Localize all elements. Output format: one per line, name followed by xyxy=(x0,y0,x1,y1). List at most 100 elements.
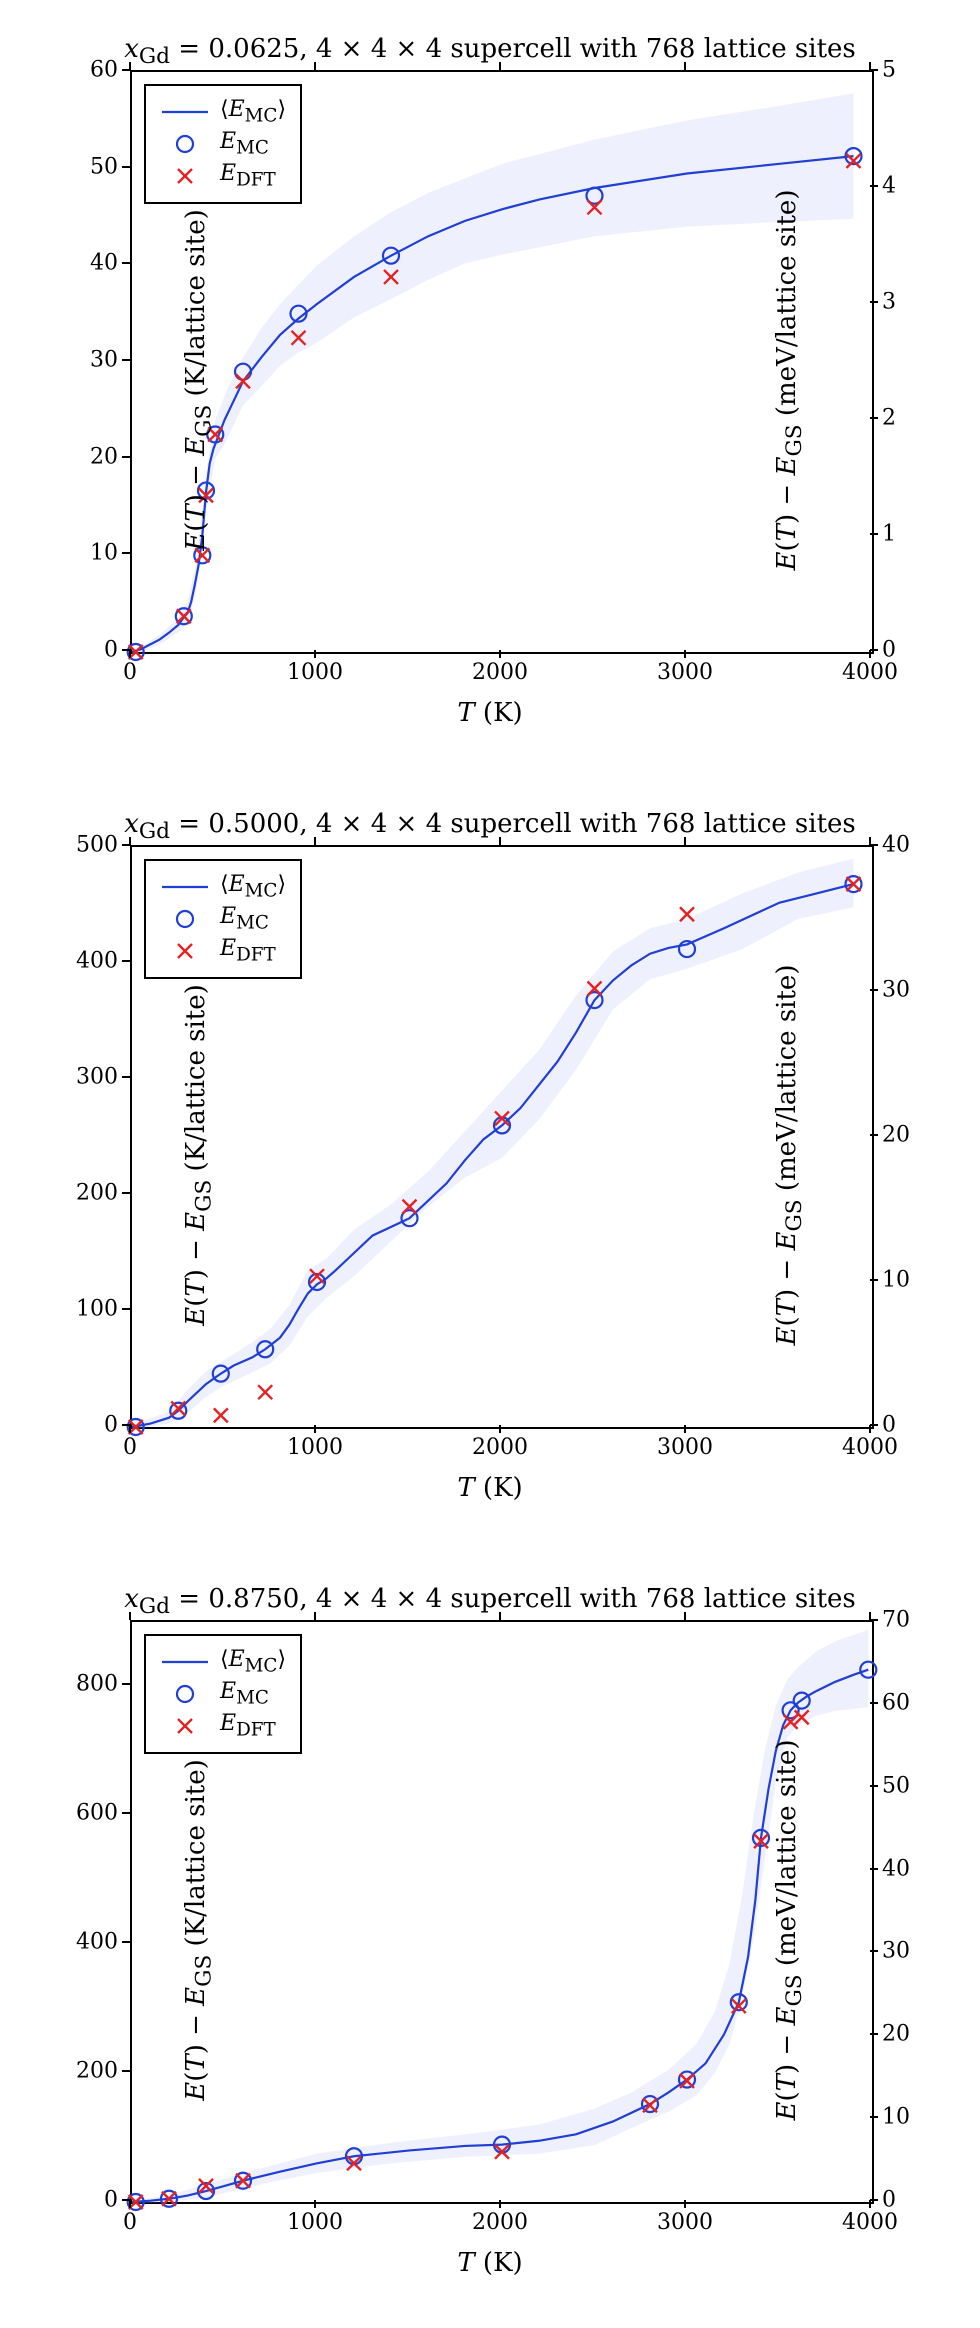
x-axis-label: T (K) xyxy=(10,2248,970,2278)
x-tick-mark xyxy=(314,837,316,845)
x-axis-label: T (K) xyxy=(10,698,970,728)
y2-tick-mark xyxy=(870,989,878,991)
y-tick-label: 100 xyxy=(76,1297,118,1322)
x-tick-mark xyxy=(684,62,686,70)
y-tick-mark xyxy=(122,262,130,264)
y2-tick-label: 2 xyxy=(882,406,896,431)
y-tick-mark xyxy=(122,1192,130,1194)
chart-title: xGd = 0.8750, 4 × 4 × 4 supercell with 7… xyxy=(10,1584,970,1619)
y-tick-label: 400 xyxy=(76,1930,118,1955)
y2-tick-mark xyxy=(870,301,878,303)
y-axis-label-right: E(T) − EGS (meV/lattice site) xyxy=(772,965,807,1346)
y-tick-label: 0 xyxy=(104,1413,118,1438)
x-tick-mark xyxy=(684,1612,686,1620)
x-tick-mark xyxy=(869,2200,871,2208)
legend-label: EMC xyxy=(220,904,269,933)
legend: ⟨EMC⟩ EMC EDFT xyxy=(144,84,302,204)
y2-tick-label: 50 xyxy=(882,1773,910,1798)
y-axis-label-left: E(T) − EGS (K/lattice site) xyxy=(181,209,216,551)
y2-tick-mark xyxy=(870,844,878,846)
y-axis-label-right: E(T) − EGS (meV/lattice site) xyxy=(772,1740,807,2121)
y2-tick-mark xyxy=(870,1424,878,1426)
x-tick-mark xyxy=(314,1425,316,1433)
legend-item-dft: EDFT xyxy=(160,160,286,192)
x-tick-mark xyxy=(499,1425,501,1433)
y-tick-label: 20 xyxy=(90,444,118,469)
y2-tick-mark xyxy=(870,185,878,187)
y-tick-mark xyxy=(122,649,130,651)
y2-tick-label: 40 xyxy=(882,833,910,858)
x-tick-mark xyxy=(499,837,501,845)
y-axis-label-left: E(T) − EGS (K/lattice site) xyxy=(181,1759,216,2101)
legend-item-mean: ⟨EMC⟩ xyxy=(160,96,286,128)
x-axis-label: T (K) xyxy=(10,1473,970,1503)
x-tick-mark xyxy=(684,1425,686,1433)
y-tick-mark xyxy=(122,69,130,71)
y2-tick-label: 30 xyxy=(882,978,910,1003)
legend-item-mc: EMC xyxy=(160,128,286,160)
y-tick-label: 0 xyxy=(104,638,118,663)
dft-point xyxy=(258,1385,272,1399)
y-tick-mark xyxy=(122,2199,130,2201)
x-tick-label: 2000 xyxy=(472,2210,528,2235)
x-tick-mark xyxy=(129,650,131,658)
panel-2: xGd = 0.5000, 4 × 4 × 4 supercell with 7… xyxy=(10,795,970,1515)
y2-tick-mark xyxy=(870,2116,878,2118)
x-tick-mark xyxy=(129,1425,131,1433)
y2-tick-label: 0 xyxy=(882,1413,896,1438)
legend-item-mean: ⟨EMC⟩ xyxy=(160,1646,286,1678)
x-tick-label: 2000 xyxy=(472,660,528,685)
x-tick-mark xyxy=(869,650,871,658)
legend-item-mc: EMC xyxy=(160,903,286,935)
y2-tick-label: 70 xyxy=(882,1608,910,1633)
legend-item-dft: EDFT xyxy=(160,935,286,967)
y2-tick-mark xyxy=(870,2033,878,2035)
y2-tick-label: 20 xyxy=(882,1123,910,1148)
y2-tick-mark xyxy=(870,533,878,535)
y-tick-label: 200 xyxy=(76,2059,118,2084)
y2-tick-label: 30 xyxy=(882,1939,910,1964)
y2-tick-mark xyxy=(870,1279,878,1281)
y-tick-label: 60 xyxy=(90,58,118,83)
chart-title: xGd = 0.5000, 4 × 4 × 4 supercell with 7… xyxy=(10,809,970,844)
x-tick-mark xyxy=(314,650,316,658)
y2-tick-mark xyxy=(870,69,878,71)
y2-tick-mark xyxy=(870,1134,878,1136)
y-tick-label: 200 xyxy=(76,1181,118,1206)
legend-label: ⟨EMC⟩ xyxy=(220,872,286,901)
y2-tick-mark xyxy=(870,649,878,651)
y2-tick-label: 1 xyxy=(882,522,896,547)
x-tick-mark xyxy=(499,62,501,70)
x-tick-label: 3000 xyxy=(657,1435,713,1460)
x-tick-label: 2000 xyxy=(472,1435,528,1460)
y2-tick-label: 60 xyxy=(882,1690,910,1715)
x-tick-mark xyxy=(314,62,316,70)
figure-column: xGd = 0.0625, 4 × 4 × 4 supercell with 7… xyxy=(0,0,980,2320)
y-tick-mark xyxy=(122,960,130,962)
y2-tick-mark xyxy=(870,1619,878,1621)
legend-label: EDFT xyxy=(220,936,276,965)
y-tick-mark xyxy=(122,552,130,554)
x-tick-mark xyxy=(869,1425,871,1433)
y-axis-label-right: E(T) − EGS (meV/lattice site) xyxy=(772,190,807,571)
legend-label: EMC xyxy=(220,129,269,158)
legend-item-mc: EMC xyxy=(160,1678,286,1710)
y-tick-label: 500 xyxy=(76,833,118,858)
x-tick-mark xyxy=(684,837,686,845)
y-tick-label: 800 xyxy=(76,1672,118,1697)
x-tick-label: 1000 xyxy=(287,1435,343,1460)
x-tick-label: 0 xyxy=(123,660,137,685)
panel-1: xGd = 0.0625, 4 × 4 × 4 supercell with 7… xyxy=(10,20,970,740)
y-tick-mark xyxy=(122,844,130,846)
chart-title: xGd = 0.0625, 4 × 4 × 4 supercell with 7… xyxy=(10,34,970,69)
y2-tick-label: 0 xyxy=(882,638,896,663)
y-tick-label: 10 xyxy=(90,541,118,566)
y2-tick-label: 0 xyxy=(882,2188,896,2213)
y-tick-mark xyxy=(122,2070,130,2072)
x-tick-label: 0 xyxy=(123,1435,137,1460)
legend-label: EMC xyxy=(220,1679,269,1708)
y-tick-label: 300 xyxy=(76,1065,118,1090)
legend: ⟨EMC⟩ EMC EDFT xyxy=(144,859,302,979)
x-tick-label: 4000 xyxy=(842,1435,898,1460)
x-tick-label: 3000 xyxy=(657,660,713,685)
